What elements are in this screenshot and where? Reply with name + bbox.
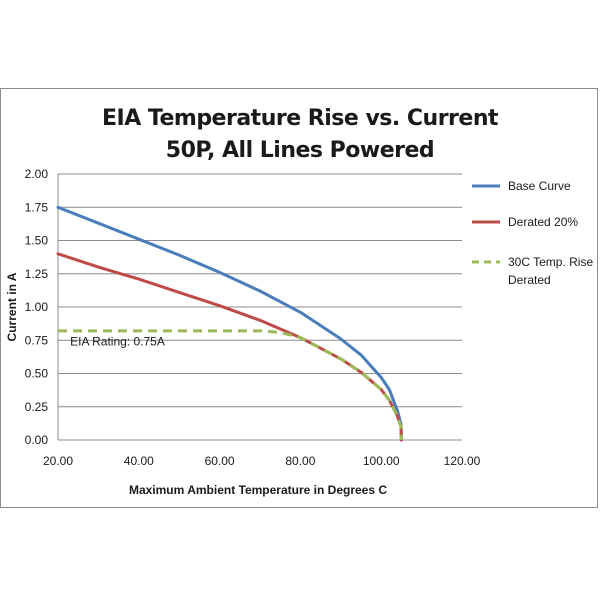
x-tick-label: 20.00: [43, 454, 73, 468]
grid-lines: [57, 173, 462, 441]
y-tick-label: 0.00: [25, 433, 49, 447]
legend-label-2: 30C Temp. Rise: [508, 255, 593, 269]
x-tick-label: 100.00: [363, 454, 400, 468]
y-tick-label: 1.75: [25, 200, 49, 214]
y-tick-labels: 0.00 0.25 0.50 0.75 1.00 1.25 1.50 1.75 2.00: [25, 167, 49, 447]
y-tick-label: 1.50: [25, 234, 49, 248]
x-tick-label: 40.00: [124, 454, 154, 468]
y-tick-label: 1.25: [25, 267, 49, 281]
series-lines: [56, 205, 403, 442]
chart-frame: [0, 88, 598, 508]
legend-label-1: Derated 20%: [508, 215, 578, 229]
series-line-0: [56, 205, 403, 442]
annotation-eia-rating: EIA Rating: 0.75A: [70, 335, 165, 349]
legend-label-0: Base Curve: [508, 179, 571, 193]
series-line-2: [58, 329, 403, 441]
y-axis-label: Current in A: [5, 272, 19, 341]
y-tick-label: 2.00: [25, 167, 49, 181]
x-tick-label: 60.00: [205, 454, 235, 468]
annotations: EIA Rating: 0.75A: [70, 335, 165, 349]
y-tick-label: 0.50: [25, 367, 49, 381]
x-tick-labels: 20.00 40.00 60.00 80.00 100.00 120.00: [43, 454, 481, 468]
legend-label-2: Derated: [508, 273, 551, 287]
y-tick-label: 0.25: [25, 400, 49, 414]
legend: Base Curve Derated 20% 30C Temp. Rise Derat…: [472, 179, 593, 287]
x-tick-label: 80.00: [285, 454, 315, 468]
chart-title: EIA Temperature Rise vs. Current: [101, 106, 499, 131]
x-axis-label: Maximum Ambient Temperature in Degrees C: [129, 483, 387, 497]
y-tick-label: 1.00: [25, 300, 49, 314]
chart-subtitle: 50P, All Lines Powered: [165, 138, 435, 163]
y-tick-label: 0.75: [25, 333, 49, 347]
x-tick-label: 120.00: [444, 454, 481, 468]
